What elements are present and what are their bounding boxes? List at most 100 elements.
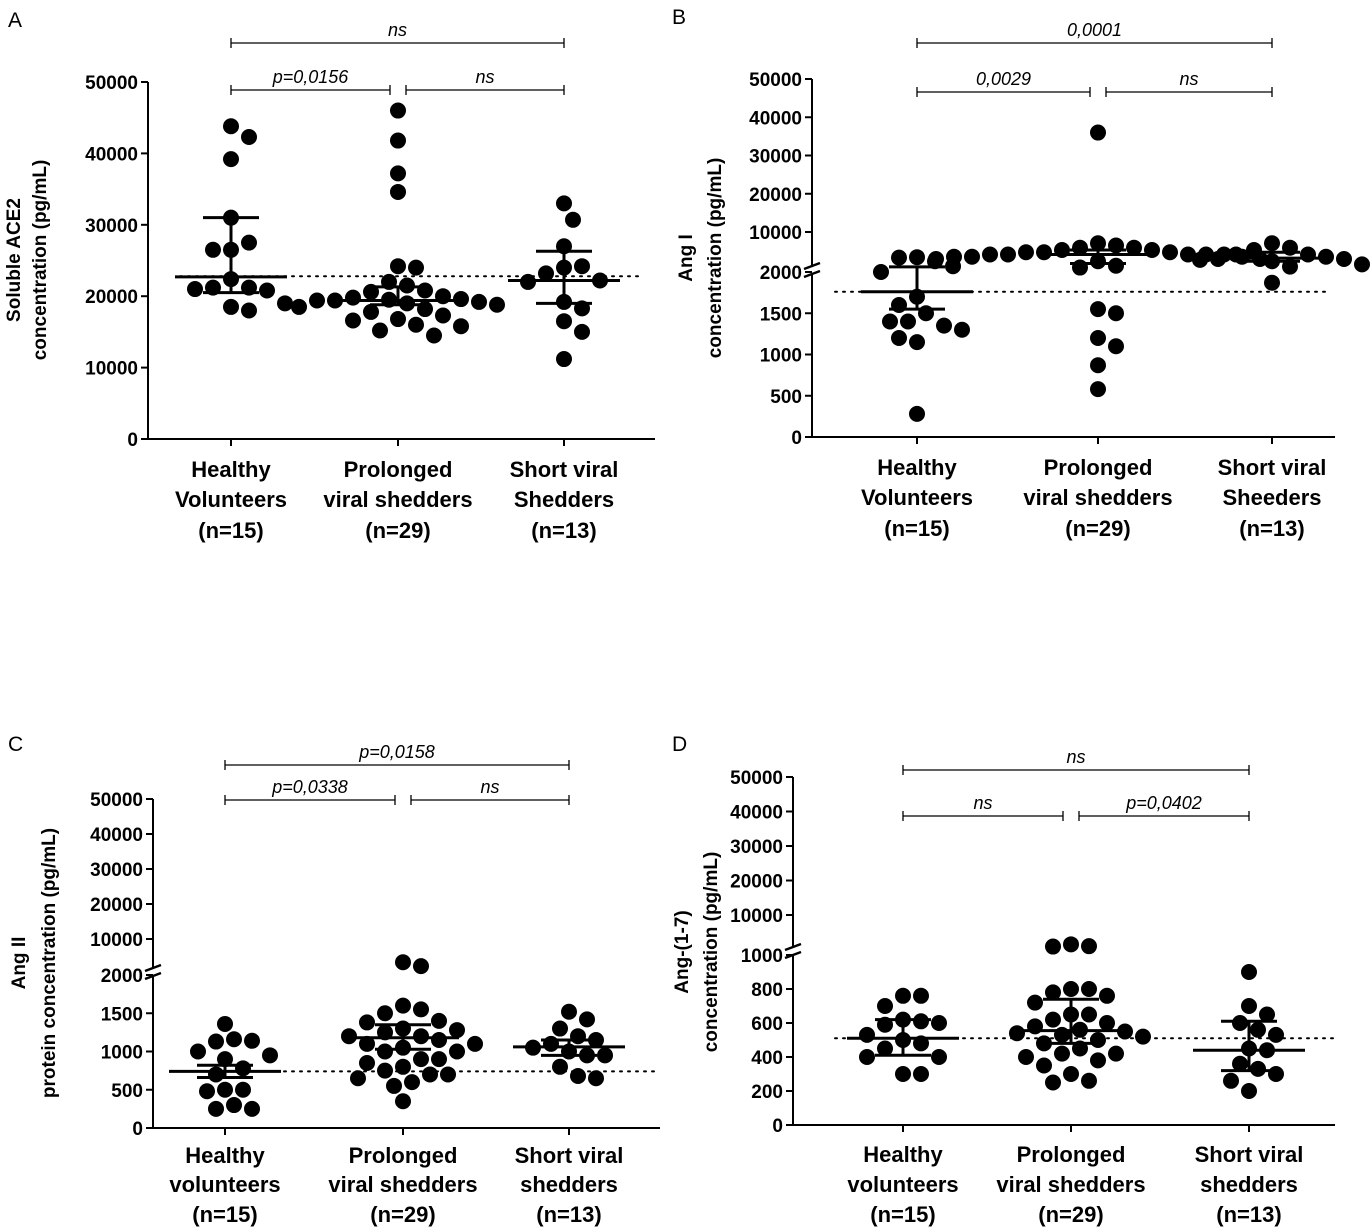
data-point: [895, 1066, 911, 1082]
y-tick-label: 10000: [749, 223, 802, 244]
data-point: [431, 1012, 447, 1029]
data-point: [217, 1015, 233, 1032]
data-point: [1135, 1028, 1151, 1045]
y-axis-label-line2: concentration (pg/mL): [30, 160, 51, 361]
data-point: [1264, 235, 1280, 252]
data-point: [1090, 357, 1106, 374]
data-point: [909, 249, 925, 266]
data-point: [1250, 1060, 1266, 1077]
data-point: [891, 249, 907, 266]
data-point: [453, 318, 469, 335]
data-point: [588, 1070, 604, 1087]
data-point: [205, 241, 221, 258]
y-tick-label: 0: [791, 428, 802, 449]
series-3: [1193, 964, 1305, 1099]
data-point: [859, 1026, 875, 1043]
data-point: [909, 405, 925, 422]
data-point: [1108, 338, 1124, 355]
data-point: [413, 1028, 429, 1045]
data-point: [1018, 1049, 1034, 1065]
data-point: [954, 321, 970, 338]
data-point: [208, 1066, 224, 1083]
data-point: [1090, 1052, 1106, 1069]
data-point: [395, 1093, 411, 1110]
category-label: Healthy: [863, 1142, 943, 1167]
significance-label: 0,0001: [1067, 20, 1122, 40]
y-tick-label: 1500: [101, 1004, 143, 1025]
category-label: Volunteers: [861, 485, 973, 510]
data-point: [1036, 1057, 1052, 1074]
data-point: [1241, 964, 1257, 980]
data-point: [1000, 246, 1016, 263]
category-label: viral shedders: [996, 1172, 1145, 1197]
data-point: [597, 1047, 613, 1064]
significance-label: 0,0029: [976, 69, 1031, 89]
y-axis-label-line2: concentration (pg/mL): [705, 158, 726, 359]
data-point: [208, 1100, 224, 1117]
axis-break-mark: [803, 261, 821, 271]
y-tick-label: 40000: [749, 108, 802, 129]
data-point: [1090, 235, 1106, 252]
panel-letter: C: [8, 733, 23, 756]
data-point: [395, 1058, 411, 1075]
y-tick-label: 0: [127, 430, 138, 451]
data-point: [390, 311, 406, 328]
series-3: [1192, 235, 1370, 291]
data-point: [217, 1051, 233, 1068]
data-point: [395, 997, 411, 1014]
data-point: [1081, 1072, 1097, 1089]
category-label: volunteers: [169, 1172, 280, 1197]
data-point: [570, 1028, 586, 1045]
panel-d: D Ang-(1-7) concentration (pg/mL) 0 200 400 60…: [672, 733, 1336, 1227]
y-tick-label: 600: [751, 1014, 783, 1035]
data-point: [390, 258, 406, 275]
data-point: [377, 1043, 393, 1060]
data-point: [431, 1032, 447, 1049]
data-point: [395, 954, 411, 971]
y-axis-label-line1: Ang II: [9, 937, 30, 990]
data-point: [1241, 1083, 1257, 1099]
series-2: [928, 124, 1268, 398]
y-tick-label: 30000: [730, 837, 783, 858]
category-label: viral shedders: [1023, 485, 1172, 510]
data-point: [217, 1081, 233, 1098]
y-tick-label: 2000: [760, 263, 802, 284]
data-point: [964, 248, 980, 265]
y-tick-label: 500: [111, 1081, 143, 1102]
data-point: [426, 327, 442, 344]
series-3: [513, 1003, 625, 1087]
data-point: [1336, 251, 1352, 267]
y-tick-label: 1500: [760, 304, 802, 325]
data-point: [913, 987, 929, 1004]
category-label: Healthy: [185, 1143, 265, 1168]
data-point: [936, 317, 952, 334]
y-tick-label: 20000: [749, 185, 802, 206]
series-1: [847, 987, 959, 1082]
data-point: [1090, 124, 1106, 141]
data-point: [1223, 1072, 1239, 1089]
data-point: [449, 1043, 465, 1060]
category-label: Healthy: [191, 457, 271, 482]
data-point: [199, 1083, 215, 1100]
data-point: [223, 118, 239, 135]
category-label: volunteers: [847, 1172, 958, 1197]
y-tick-label: 500: [770, 387, 802, 408]
data-point: [440, 1066, 456, 1083]
panel-c: C Ang II protein concentration (pg/mL) 0 500…: [8, 733, 660, 1227]
data-point: [1009, 1025, 1025, 1042]
data-point: [1045, 1011, 1061, 1028]
y-tick-label: 10000: [730, 906, 783, 927]
data-point: [552, 1058, 568, 1075]
data-point: [341, 1028, 357, 1045]
data-point: [1018, 244, 1034, 261]
data-point: [386, 1077, 402, 1094]
data-point: [190, 1043, 206, 1060]
data-point: [327, 292, 343, 309]
y-tick-label: 40000: [90, 825, 143, 846]
data-point: [1162, 244, 1178, 261]
category-label: (n=15): [198, 518, 263, 543]
data-point: [1259, 1006, 1275, 1023]
data-point: [359, 1035, 375, 1052]
data-point: [390, 132, 406, 149]
